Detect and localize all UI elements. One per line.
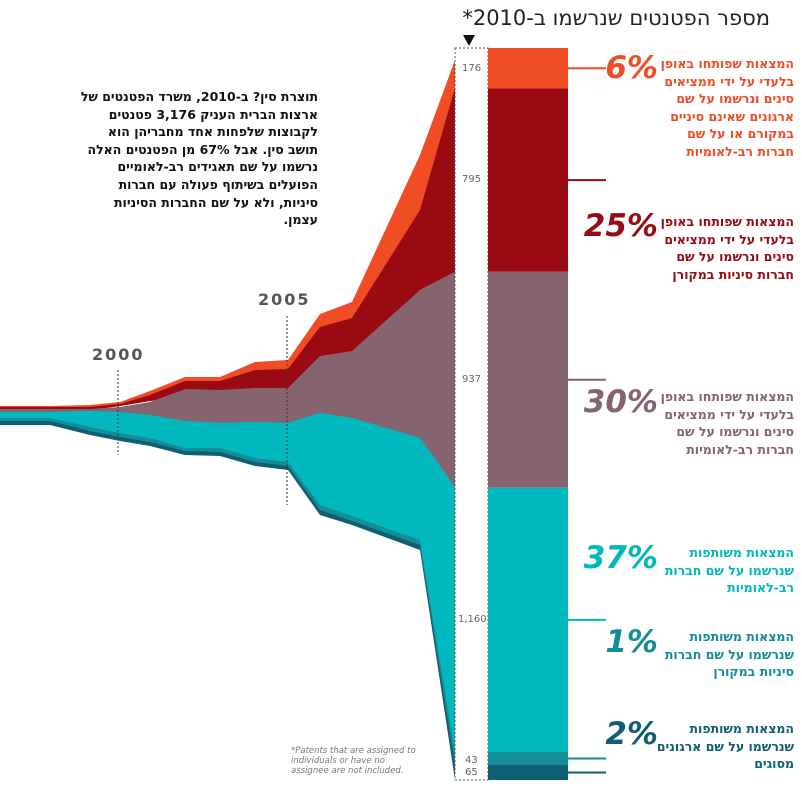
value-column [454,47,489,781]
bar-label-orange: 176 [462,63,482,74]
marker-triangle [463,35,475,46]
desc-teal-dark: המצאות משותפות שנרשמו על שם ארגונים מסוג… [656,721,794,772]
pct-mauve: 30% [583,384,658,420]
desc-mauve: המצאות שפותחו באופן בלעדי על ידי ממציאים… [660,389,794,457]
bar-label-teal: 1,160 [458,614,487,625]
bar-label-dark-red: 795 [462,174,482,185]
bar-label-teal-mid: 43 [465,755,478,766]
bar-segment-mauve [488,271,568,488]
pct-teal-dark: 2% [605,716,658,752]
pct-teal: 37% [583,540,658,576]
area-mauve [0,272,455,487]
stacked-bar [488,48,568,780]
bar-label-mauve: 937 [462,374,482,385]
desc-teal-mid: המצאות משותפות שנרשמו על שם חברות סיניות… [664,629,794,680]
connectors [568,67,606,774]
desc-teal: המצאות משותפות שנרשמו על שם חברות רב-לאו… [664,545,794,596]
area-dark-red [0,88,455,412]
pct-dark-red: 25% [583,208,658,244]
year-label-2000: 2000 [92,345,145,364]
page-title: מספר הפטנטים שנרשמו ב-2010* [462,6,770,30]
bar-segment-orange [488,48,568,89]
desc-orange: המצאות שפותחו באופן בלעדי על ידי ממציאים… [660,56,794,159]
bar-segment-teal_dark [488,765,568,780]
bar-segment-teal [488,487,568,753]
intro-text: תוצרת סין? ב-2010, משרד הפטנטים של ארצות… [80,89,318,228]
desc-dark-red: המצאות שפותחו באופן בלעדי על ידי ממציאים… [660,214,794,282]
bar-segment-teal_mid [488,752,568,766]
area-teal [0,411,455,752]
bar-label-teal-dark: 65 [465,767,478,778]
bar-segment-dark_red [488,88,568,272]
pct-teal-mid: 1% [605,624,658,660]
pct-orange: 6% [605,50,658,86]
year-label-2005: 2005 [258,290,311,309]
footnote: *Patents that are assigned to individual… [291,746,416,776]
